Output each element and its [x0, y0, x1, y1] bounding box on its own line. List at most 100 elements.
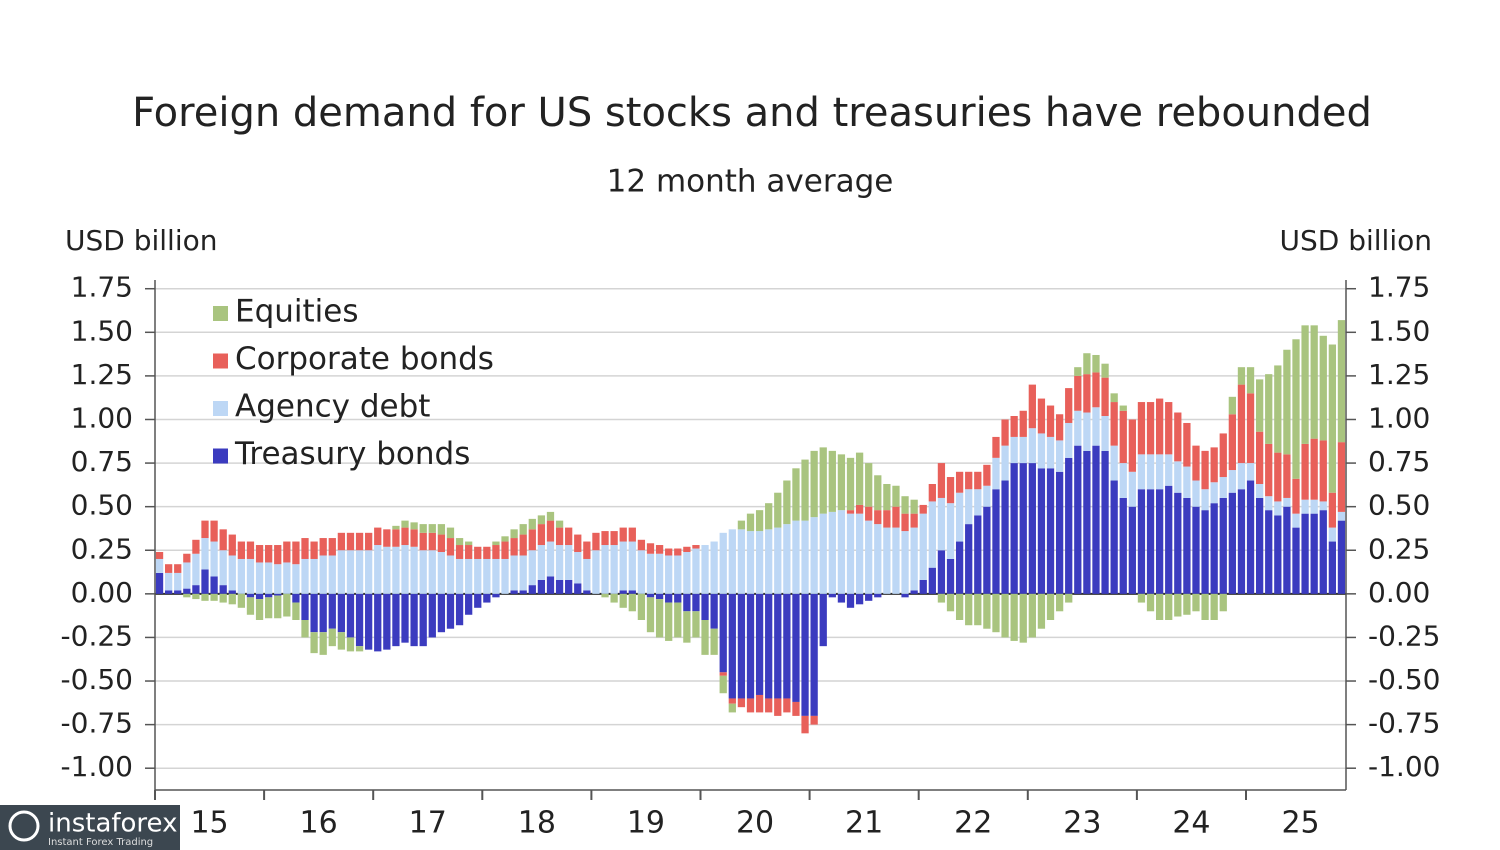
bar-segment	[1183, 466, 1191, 498]
bar-segment	[228, 593, 236, 605]
bar-segment	[1310, 438, 1318, 500]
bar-segment	[746, 698, 755, 713]
bar-segment	[292, 541, 300, 565]
bar-segment	[910, 499, 918, 514]
legend-label: Agency debt	[235, 389, 430, 425]
bar-segment	[892, 506, 900, 528]
y2-tick-label: 0.75	[1368, 445, 1430, 478]
bar-segment	[419, 524, 427, 533]
bar-segment	[355, 532, 364, 551]
y2-tick-label: -0.25	[1368, 619, 1440, 652]
bar-segment	[955, 541, 964, 594]
bar-segment	[692, 545, 700, 549]
bar-segment	[1283, 506, 1291, 594]
bar-segment	[801, 715, 809, 734]
bar-segment	[655, 553, 664, 594]
bar-segment	[746, 513, 755, 532]
bar-segment	[337, 550, 346, 594]
bar-segment	[355, 550, 364, 594]
bar-segment	[1146, 489, 1155, 594]
bar-segment	[574, 534, 582, 552]
bar-segment	[1165, 402, 1173, 455]
bar-segment	[555, 545, 564, 580]
bar-segment	[474, 558, 482, 594]
bar-segment	[1101, 416, 1109, 451]
bar-segment	[346, 637, 355, 652]
bar-segment	[1174, 461, 1182, 493]
bar-segment	[474, 546, 482, 559]
bar-segment	[465, 545, 473, 559]
bar-segment	[1083, 450, 1091, 594]
bar-segment	[1319, 501, 1327, 511]
bar-segment	[1246, 463, 1255, 481]
bar-segment	[292, 602, 300, 620]
bar-segment	[374, 545, 382, 594]
bar-segment	[510, 529, 518, 539]
bar-segment	[492, 541, 500, 546]
bar-segment	[501, 536, 509, 542]
bar-segment	[1310, 325, 1318, 439]
bar-segment	[210, 520, 218, 542]
bar-segment	[910, 590, 918, 594]
bar-segment	[392, 593, 400, 647]
bar-segment	[301, 620, 309, 638]
bar-segment	[483, 593, 491, 603]
bar-segment	[383, 593, 391, 650]
bar-segment	[1237, 463, 1246, 490]
bar-segment	[1028, 384, 1036, 429]
bar-segment	[1319, 335, 1327, 441]
bar-segment	[1128, 471, 1136, 507]
bar-segment	[1155, 454, 1164, 490]
bar-segment	[837, 454, 846, 511]
x-tick-label: 20	[736, 806, 774, 841]
bar-segment	[192, 585, 200, 594]
bar-segment	[1219, 593, 1227, 612]
bar-segment	[228, 534, 236, 556]
bar-segment	[692, 611, 700, 638]
bar-segment	[737, 529, 746, 594]
bar-segment	[1183, 593, 1191, 615]
bar-segment	[846, 510, 855, 514]
bar-segment	[974, 489, 982, 516]
bar-segment	[265, 593, 273, 598]
bar-segment	[1210, 482, 1218, 504]
bar-segment	[1019, 593, 1027, 643]
bar-segment	[692, 548, 700, 594]
bar-segment	[310, 558, 318, 594]
bar-segment	[965, 471, 973, 490]
bar-segment	[1046, 468, 1055, 594]
bar-segment	[1119, 410, 1127, 464]
bar-segment	[1074, 375, 1082, 411]
bar-segment	[1219, 477, 1227, 498]
bar-segment	[1255, 431, 1264, 484]
bar-segment	[601, 531, 609, 546]
bar-segment	[665, 555, 673, 594]
bar-segment	[1065, 422, 1073, 458]
legend-swatch	[213, 353, 228, 369]
bar-segment	[765, 593, 773, 699]
y-tick-label: -1.00	[61, 750, 133, 783]
y-tick-label: -0.50	[61, 663, 133, 696]
bar-segment	[246, 597, 255, 615]
bar-segment	[628, 593, 636, 612]
watermark-brand: instaforex	[48, 809, 177, 839]
bar-segment	[774, 593, 782, 699]
bar-segment	[1228, 470, 1236, 493]
bar-segment	[1210, 447, 1218, 483]
bar-segment	[1137, 593, 1146, 603]
bar-segment	[819, 447, 827, 514]
bar-segment	[346, 593, 355, 638]
bar-segment	[801, 459, 809, 521]
bar-segment	[1310, 499, 1318, 514]
bar-segment	[1092, 445, 1100, 594]
bar-segment	[1301, 443, 1309, 500]
bar-segment	[810, 450, 818, 518]
bar-segment	[1210, 593, 1218, 620]
bar-segment	[765, 698, 773, 713]
bar-segment	[1010, 436, 1018, 464]
bar-segment	[937, 593, 946, 603]
bar-segment	[555, 527, 564, 546]
bar-segment	[483, 546, 491, 559]
bar-segment	[555, 579, 564, 594]
